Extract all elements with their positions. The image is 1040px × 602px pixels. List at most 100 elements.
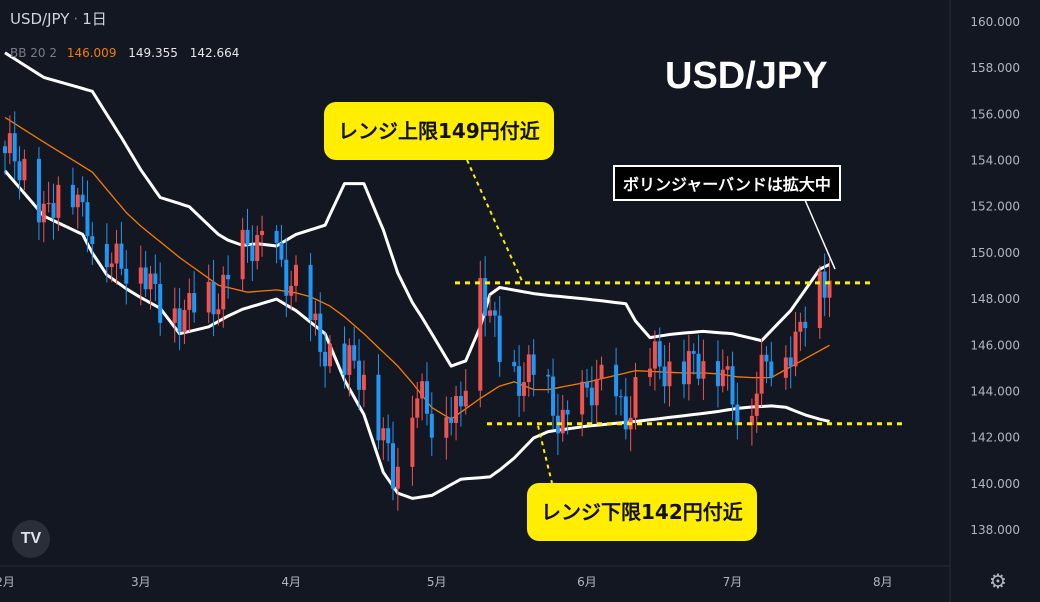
candle-body [206,281,211,313]
candle-body [454,396,459,423]
candle-body [667,361,672,387]
x-tick-label: 6月 [577,575,597,589]
candle-body [580,381,585,415]
candle-body [192,293,197,313]
candle-body [376,374,381,441]
candle-body [521,382,526,396]
candle-body [691,351,696,354]
x-tick-label: 7月 [723,575,743,589]
candle-body [749,415,754,426]
candle-body [226,274,231,280]
candle-body [294,264,298,286]
x-tick-label: 3月 [131,575,151,589]
candle-body [221,274,226,310]
candle-body [560,409,565,434]
candle-body [313,313,318,321]
y-tick-label: 140.000 [970,477,1020,491]
y-tick-label: 142.000 [970,431,1020,445]
candle-body [769,361,774,378]
candle-body [803,321,808,328]
candle-body [36,158,41,223]
candle-body [551,376,556,416]
candle-body [51,203,56,218]
candle-body [488,310,492,316]
candle-body [483,278,488,316]
y-tick-label: 158.000 [970,61,1020,75]
candle-body [391,443,395,489]
candle-body [274,230,279,243]
candle-body [429,413,434,438]
candle-body [531,354,536,375]
candle-body [347,345,352,375]
range-lower-callout: レンジ下限142円付近 [527,483,757,541]
candle-body [177,308,182,333]
candle-body [793,331,798,367]
candle-body [240,229,245,280]
indicator-upper-value: 149.355 [128,46,178,60]
candle-body [119,243,124,269]
candle-body [798,321,803,332]
candle-body [652,341,657,369]
chart-title: USD/JPY [665,55,828,97]
candle-body [395,466,400,489]
candle-body [735,404,740,426]
candle-body [546,374,551,377]
y-tick-label: 150.000 [970,246,1020,260]
y-tick-label: 154.000 [970,154,1020,168]
indicator-legend[interactable]: BB 20 2 146.009 149.355 142.664 [10,46,247,60]
y-tick-label: 160.000 [970,15,1020,29]
y-tick-label: 146.000 [970,338,1020,352]
candle-body [357,360,362,390]
candle-body [80,194,85,203]
candle-body [764,354,769,362]
candle-body [517,366,522,396]
candle-body [7,133,12,154]
interval-label[interactable]: 1日 [82,10,107,28]
candle-body [594,379,599,406]
range-upper-callout: レンジ上限149円付近 [324,102,554,160]
candle-body [114,243,119,264]
candle-body [182,309,187,333]
candle-body [138,267,143,284]
candle-body [410,417,415,467]
x-tick-label: 2月 [0,575,15,589]
candle-body [85,202,90,237]
candle-body [618,396,623,398]
candle-body [211,281,216,315]
candle-body [143,267,148,290]
tradingview-logo-icon[interactable]: TV [12,520,50,558]
bollinger-note: ボリンジャーバンドは拡大中 [613,165,841,201]
candle-body [633,377,638,418]
indicator-lower-value: 142.664 [189,46,240,60]
candle-body [255,235,260,262]
symbol-label[interactable]: USD/JPY [10,10,70,28]
candle-body [187,293,192,310]
candle-body [386,428,391,444]
candle-body [361,374,366,390]
candle-body [22,158,27,181]
bollinger-note-pointer [804,199,836,270]
candle-body [124,268,129,284]
candle-body [17,161,22,181]
range-lower-connector [537,425,553,484]
candle-body [3,146,7,154]
candle-body [682,361,686,385]
candle-body [90,236,95,244]
candle-body [730,366,735,405]
candle-body [614,364,619,397]
candle-body [245,229,250,246]
y-tick-label: 138.000 [970,523,1020,537]
candle-body [817,271,822,328]
gear-icon[interactable]: ⚙ [989,569,1007,593]
candle-body [284,259,289,296]
candle-body [623,396,628,430]
candle-body [492,310,497,316]
range-upper-connector [466,159,523,282]
candle-body [289,285,294,296]
bollinger-upper-band [4,51,831,368]
candle-body [279,242,284,260]
candle-body [12,133,17,162]
candle-body [648,368,653,378]
